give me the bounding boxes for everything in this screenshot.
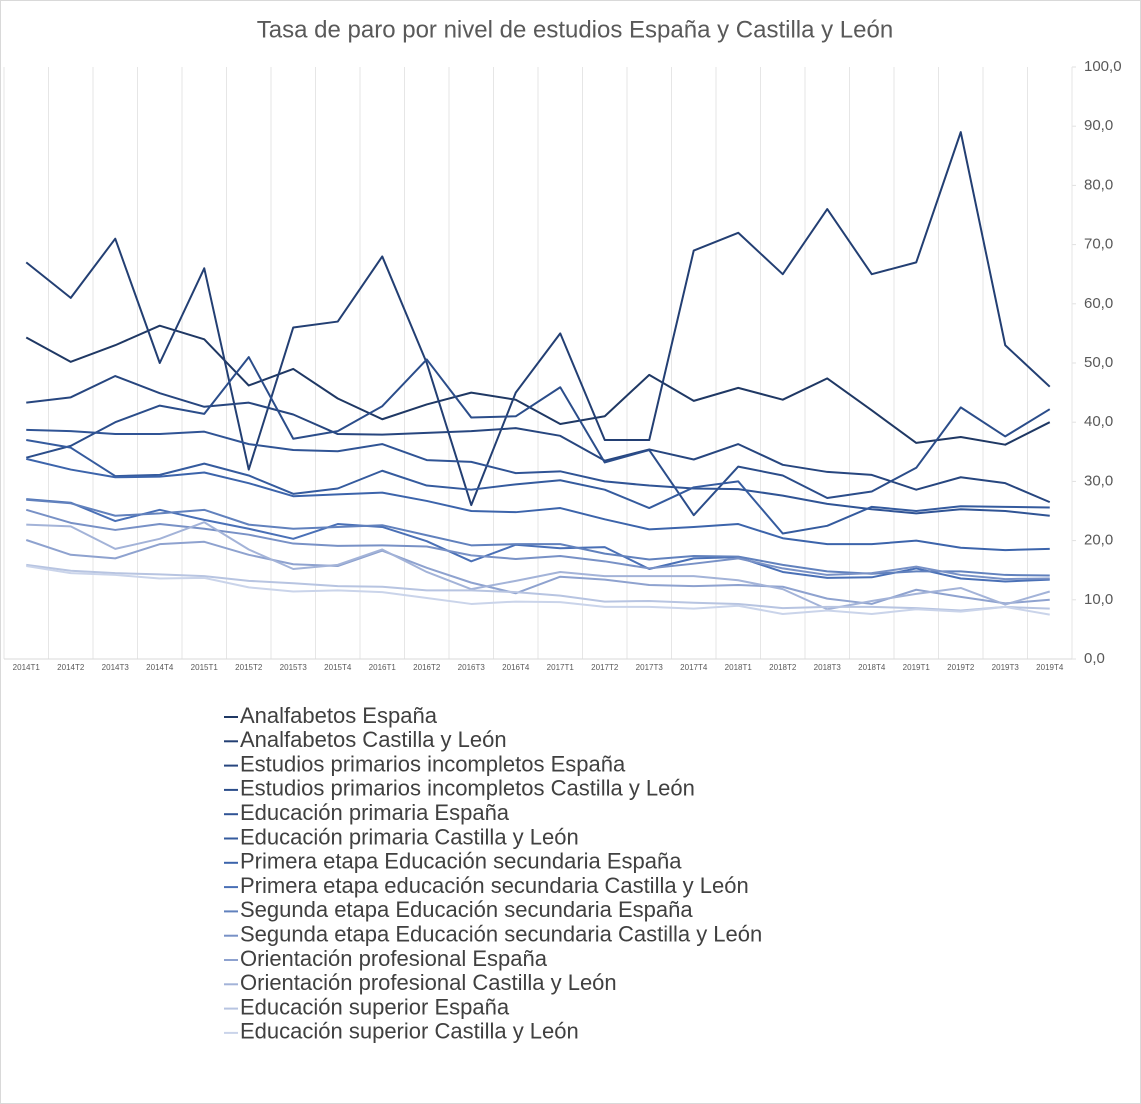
legend-label: Educación superior España <box>240 994 510 1019</box>
y-tick-label: 70,0 <box>1084 236 1113 253</box>
x-tick-label: 2019T1 <box>903 663 931 672</box>
legend-label: Orientación profesional España <box>240 946 548 971</box>
x-tick-label: 2018T2 <box>769 663 797 672</box>
series-line <box>26 565 1050 616</box>
x-tick-label: 2017T2 <box>591 663 619 672</box>
series-line <box>26 428 1050 517</box>
legend-label: Orientación profesional Castilla y León <box>240 970 617 995</box>
x-tick-label: 2015T3 <box>280 663 308 672</box>
series-line <box>25 324 1051 446</box>
series-line <box>26 498 1050 583</box>
series-line <box>26 498 1050 577</box>
x-tick-label: 2017T3 <box>636 663 664 672</box>
x-tick-label: 2016T1 <box>369 663 397 672</box>
legend-label: Educación primaria Castilla y León <box>240 824 579 849</box>
legend-label: Segunda etapa Educación secundaria Españ… <box>240 897 693 922</box>
x-tick-label: 2015T2 <box>235 663 263 672</box>
legend-label: Estudios primarios incompletos España <box>240 751 626 776</box>
x-tick-label: 2016T2 <box>413 663 441 672</box>
y-tick-label: 0,0 <box>1084 650 1105 667</box>
series-line <box>25 539 1050 605</box>
chart-title: Tasa de paro por nivel de estudios Españ… <box>257 16 893 43</box>
x-tick-label: 2019T3 <box>992 663 1020 672</box>
series-line <box>26 375 1051 504</box>
series-line <box>25 131 1051 507</box>
x-tick-label: 2018T3 <box>814 663 842 672</box>
y-tick-label: 80,0 <box>1084 176 1113 193</box>
y-tick-label: 30,0 <box>1084 472 1113 489</box>
x-tick-label: 2019T2 <box>947 663 975 672</box>
legend-label: Estudios primarios incompletos Castilla … <box>240 776 695 801</box>
x-tick-label: 2014T1 <box>13 663 41 672</box>
x-tick-label: 2016T4 <box>502 663 530 672</box>
legend-label: Primera etapa educación secundaria Casti… <box>240 873 749 898</box>
x-tick-label: 2018T1 <box>725 663 753 672</box>
series-line <box>26 521 1051 611</box>
y-tick-label: 60,0 <box>1084 295 1113 312</box>
legend-label: Educación primaria España <box>240 800 510 825</box>
series-line <box>26 563 1050 612</box>
series-line <box>25 508 1050 581</box>
y-tick-label: 40,0 <box>1084 413 1113 430</box>
y-tick-label: 90,0 <box>1084 117 1113 134</box>
y-tick-label: 10,0 <box>1084 591 1113 608</box>
x-tick-label: 2014T2 <box>57 663 85 672</box>
x-tick-label: 2017T4 <box>680 663 708 672</box>
x-tick-label: 2016T3 <box>458 663 486 672</box>
y-tick-label: 20,0 <box>1084 532 1113 549</box>
x-tick-label: 2018T4 <box>858 663 886 672</box>
y-tick-label: 100,0 <box>1084 58 1122 75</box>
series-line <box>26 457 1050 552</box>
legend-label: Primera etapa Educación secundaria Españ… <box>240 849 682 874</box>
x-tick-label: 2014T4 <box>146 663 174 672</box>
legend-label: Analfabetos España <box>240 703 438 728</box>
x-tick-label: 2019T4 <box>1036 663 1064 672</box>
legend-label: Analfabetos Castilla y León <box>240 727 507 752</box>
series-line <box>25 356 1051 517</box>
legend-label: Segunda etapa Educación secundaria Casti… <box>240 922 762 947</box>
x-tick-label: 2015T4 <box>324 663 352 672</box>
x-tick-label: 2017T1 <box>547 663 575 672</box>
x-tick-label: 2014T3 <box>102 663 130 672</box>
x-tick-label: 2015T1 <box>191 663 219 672</box>
legend-label: Educación superior Castilla y León <box>240 1019 579 1044</box>
series-line <box>26 438 1050 535</box>
y-tick-label: 50,0 <box>1084 354 1113 371</box>
